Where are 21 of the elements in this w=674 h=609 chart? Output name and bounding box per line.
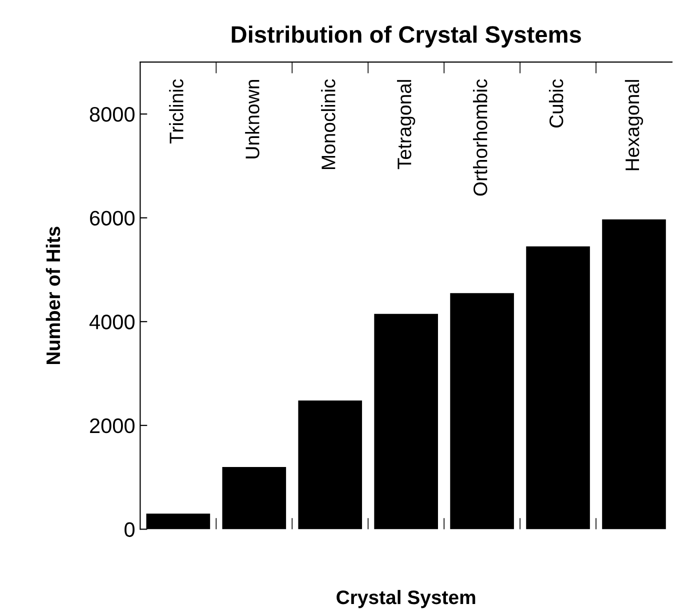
y-tick-label: 8000 [90,107,135,122]
chart-title: Distribution of Crystal Systems [232,26,581,48]
x-tick-label: Unknown [245,80,260,158]
x-tick-label: Triclinic [169,79,184,144]
y-tick-label: 6000 [90,210,135,226]
x-tick-label: Monoclinic [321,79,336,170]
x-axis-title: Crystal System [336,590,476,608]
x-tick-label: Tetragonal [397,80,416,170]
x-tick-label: Hexagonal [624,80,644,170]
y-tick-label: 4000 [89,314,135,330]
bar [298,400,362,530]
bar [602,219,666,530]
bar [526,246,590,530]
y-tick-label: 0 [124,522,135,537]
bar [374,314,438,530]
bar [450,293,514,530]
x-tick-label: Orthorhombic [472,79,488,196]
bar [222,466,286,530]
x-tick-label: Cubic [548,79,564,128]
y-tick-label: 2000 [90,418,135,434]
y-axis-title: Number of Hits [46,226,60,364]
